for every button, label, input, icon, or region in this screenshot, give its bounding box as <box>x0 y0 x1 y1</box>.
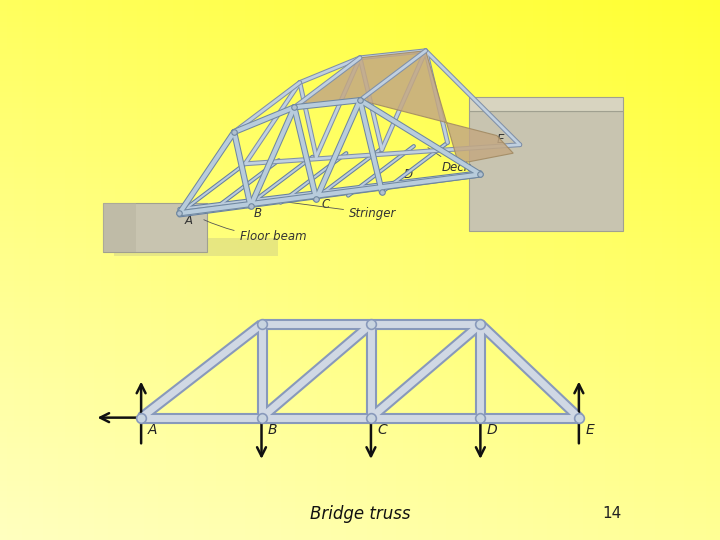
Polygon shape <box>114 238 278 255</box>
Text: 14: 14 <box>602 506 621 521</box>
Text: Bridge truss: Bridge truss <box>310 504 410 523</box>
Polygon shape <box>469 111 623 231</box>
Polygon shape <box>103 202 135 252</box>
Polygon shape <box>294 51 513 164</box>
Text: D: D <box>487 423 498 437</box>
Text: B: B <box>253 207 261 220</box>
Text: E: E <box>585 423 594 437</box>
Text: C: C <box>377 423 387 437</box>
Text: B: B <box>268 423 278 437</box>
Text: C: C <box>322 198 330 211</box>
Text: Stringer: Stringer <box>281 201 397 220</box>
Text: A: A <box>148 423 157 437</box>
Text: Deck: Deck <box>428 148 472 174</box>
Polygon shape <box>103 202 207 252</box>
Text: A: A <box>185 214 193 227</box>
Text: E: E <box>497 133 504 146</box>
Text: D: D <box>404 168 413 181</box>
Text: Floor beam: Floor beam <box>204 220 306 243</box>
Polygon shape <box>469 97 623 111</box>
